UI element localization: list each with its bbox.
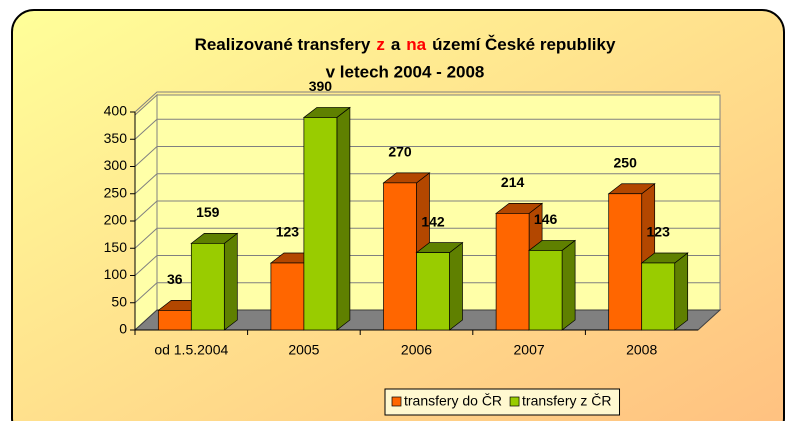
bar-side <box>449 241 463 331</box>
grid-line <box>134 200 720 222</box>
data-label: 250 <box>614 154 638 170</box>
legend-label: transfery do ČR <box>404 393 502 409</box>
bar <box>495 213 530 331</box>
y-tick-label: 300 <box>104 157 128 173</box>
y-tick-label: 400 <box>104 103 128 119</box>
data-label: 159 <box>196 204 220 220</box>
grid-line <box>134 146 720 167</box>
chart-title: Realizované transfery z a na území České rep… <box>195 35 616 54</box>
title-part: Realizované transfery <box>195 35 371 54</box>
bar-side <box>674 252 689 331</box>
legend-swatch <box>509 396 520 407</box>
x-tick-label: 2005 <box>288 342 319 358</box>
grid-line <box>134 118 720 140</box>
data-label: 214 <box>501 174 525 190</box>
title-part: na <box>406 35 426 54</box>
y-tick-label: 150 <box>104 239 128 255</box>
y-tick-label: 100 <box>104 266 128 282</box>
x-tick-label: 2007 <box>514 342 545 358</box>
bar-side <box>561 239 576 331</box>
bar <box>270 262 305 331</box>
data-label: 123 <box>276 224 300 240</box>
legend <box>384 388 621 416</box>
data-label: 36 <box>167 271 183 287</box>
data-label: 142 <box>421 213 445 229</box>
data-label: 123 <box>647 224 671 240</box>
y-tick-label: 250 <box>104 184 128 200</box>
title-line: Realizované transfery z a na území České rep… <box>195 35 616 54</box>
x-tick-label: od 1.5.2004 <box>154 342 228 358</box>
bar <box>157 310 192 331</box>
x-tick-label: 2008 <box>626 342 657 358</box>
title-part: a <box>391 35 401 54</box>
bar <box>641 262 676 331</box>
bar-side <box>223 232 238 331</box>
title-part: území České republiky <box>432 35 616 54</box>
side-wall <box>134 93 158 332</box>
grid-line <box>134 91 720 113</box>
y-tick-label: 200 <box>104 212 128 228</box>
y-tick-label: 350 <box>104 130 128 146</box>
bar <box>608 193 643 331</box>
bar <box>190 242 225 331</box>
title-part: z <box>376 35 385 54</box>
bar-side <box>336 106 351 331</box>
legend-label: transfery z ČR <box>522 393 611 409</box>
bar <box>383 182 417 331</box>
chart-subtitle: v letech 2004 - 2008 <box>326 62 485 81</box>
x-tick-label: 2006 <box>401 342 432 358</box>
data-label: 146 <box>534 211 558 227</box>
data-label: 390 <box>309 78 333 94</box>
grid-line <box>134 173 720 195</box>
bar <box>303 117 338 331</box>
data-label: 270 <box>388 144 412 160</box>
bar <box>528 250 563 331</box>
y-tick-label: 0 <box>119 321 127 337</box>
legend-swatch <box>391 396 402 407</box>
bar <box>416 252 450 331</box>
y-tick-label: 50 <box>111 293 127 309</box>
